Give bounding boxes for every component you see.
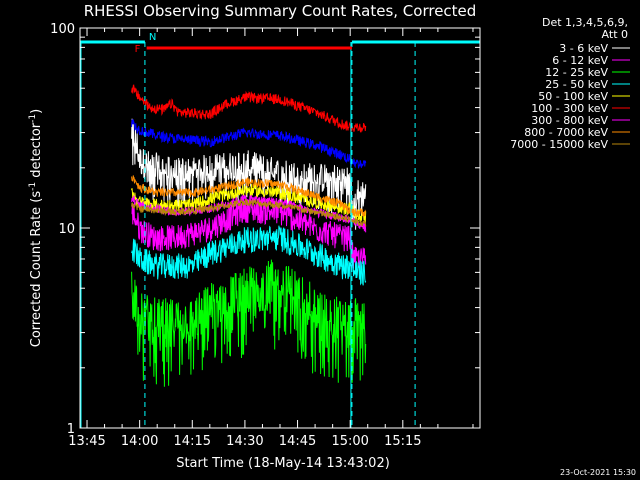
y-axis-label: Corrected Count Rate (s-1 detector-1) — [28, 109, 44, 347]
x-tick-label: 14:45 — [279, 434, 316, 449]
x-tick-label: 14:00 — [121, 434, 158, 449]
legend-entry-label: 50 - 100 keV — [538, 90, 608, 103]
legend-entry-label: 100 - 300 keV — [531, 102, 608, 115]
y-tick-label: 10 — [58, 222, 75, 237]
series-line — [131, 84, 367, 133]
legend-entry-label: 3 - 6 keV — [559, 42, 608, 55]
y-label-sup2: -1 — [28, 114, 38, 123]
legend-entry-label: 25 - 50 keV — [545, 78, 608, 91]
y-label-main: Corrected Count Rate (s — [29, 191, 44, 348]
chart-title: RHESSI Observing Summary Count Rates, Co… — [84, 2, 477, 20]
legend-entry-label: 6 - 12 keV — [552, 54, 608, 67]
series-line — [131, 197, 367, 227]
y-label-sup1: -1 — [28, 182, 38, 191]
legend-entry-label: 12 - 25 keV — [545, 66, 608, 79]
x-tick-label: 15:15 — [384, 434, 421, 449]
x-tick-label: 15:00 — [331, 434, 368, 449]
legend-entry-label: 7000 - 15000 keV — [510, 138, 608, 151]
x-tick-label: 13:45 — [68, 434, 105, 449]
series-line — [131, 197, 367, 272]
footer-date: 23-Oct-2021 15:30 — [560, 468, 636, 477]
tick-layer: 13:45 14:00 14:15 14:30 14:45 15:00 15:15 1 10 10… — [50, 22, 480, 449]
legend-header-line: Det 1,3,4,5,6,9, — [542, 16, 628, 29]
series-layer — [131, 84, 367, 387]
y-label-end: ) — [29, 109, 44, 114]
flare-flag-label: F — [135, 44, 141, 55]
legend-entry-label: 300 - 800 keV — [531, 114, 608, 127]
x-tick-label: 14:15 — [174, 434, 211, 449]
legend-entry-label: 800 - 7000 keV — [524, 126, 608, 139]
night-flag-label: N — [149, 32, 156, 43]
flag-layer: NF — [80, 32, 480, 428]
x-tick-label: 14:30 — [226, 434, 263, 449]
series-line — [131, 118, 367, 230]
series-line — [131, 175, 367, 218]
series-line — [131, 119, 367, 169]
legend-header-line: Att 0 — [602, 28, 628, 41]
y-tick-label: 100 — [50, 22, 75, 37]
series-line — [131, 259, 367, 387]
x-axis-label: Start Time (18-May-14 13:43:02) — [176, 456, 390, 471]
series-line — [131, 225, 367, 286]
y-tick-label: 1 — [67, 422, 75, 437]
y-label-mid: detector — [29, 122, 44, 182]
